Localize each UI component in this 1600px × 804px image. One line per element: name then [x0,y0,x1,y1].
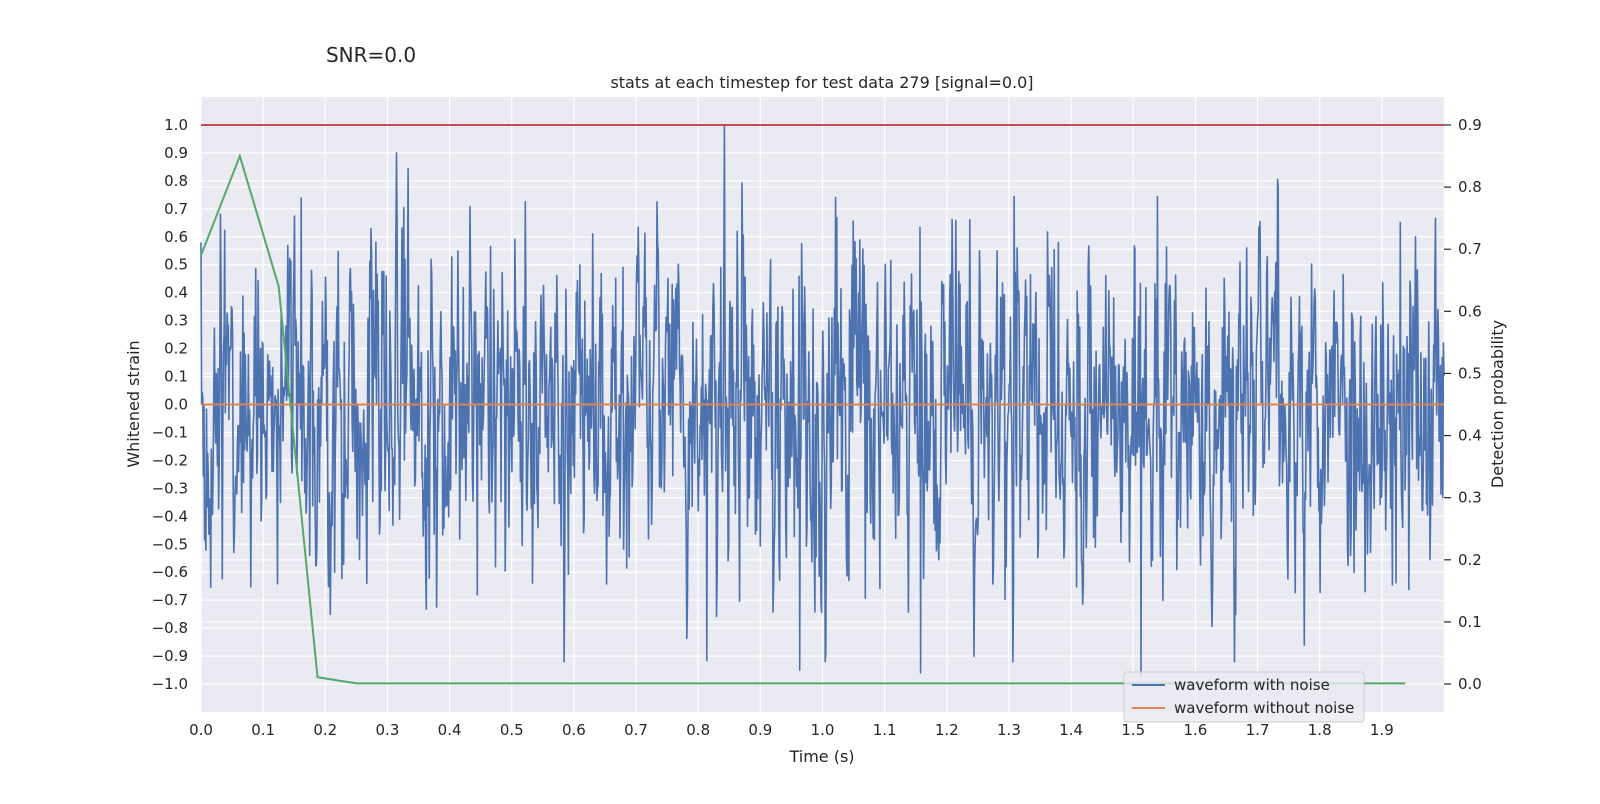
x-axis-label: Time (s) [788,747,854,766]
y-tick-label: 0.0 [164,396,188,414]
y-tick-label: 0.5 [164,256,188,274]
x-tick-label: 1.7 [1246,721,1270,739]
y-tick-label: −0.4 [152,507,188,525]
chart-title: stats at each timestep for test data 279… [610,73,1033,92]
y-tick-label: −0.1 [152,423,188,441]
series-waveform-with-noise [200,124,1445,677]
y-tick-label: −0.7 [152,591,188,609]
y-tick-label: −0.3 [152,479,188,497]
y-tick-label: −0.5 [152,535,188,553]
y-tick-label: −0.2 [152,451,188,469]
x-tick-label: 0.8 [686,721,710,739]
x-tick-label: 1.6 [1183,721,1207,739]
line-layer [200,123,1444,685]
y-tick-label: 0.9 [164,144,188,162]
series-detection-probability [200,152,1406,685]
y-tick-label: 0.1 [164,368,188,386]
x-tick-label: 0.2 [313,721,337,739]
y2-tick-label: 0.1 [1458,613,1482,631]
y2-axis-label: Detection probability [1488,320,1507,488]
x-tick-label: 1.9 [1370,721,1394,739]
y2-tick-label: 0.8 [1458,178,1482,196]
x-tick-label: 0.4 [438,721,462,739]
x-tick-label: 1.2 [935,721,959,739]
y2-tick-label: 0.5 [1458,364,1482,382]
y2-tick-label: 0.2 [1458,551,1482,569]
y-tick-label: −0.6 [152,563,188,581]
y-tick-label: −0.9 [152,647,188,665]
x-tick-label: 0.3 [376,721,400,739]
x-tick-label: 0.6 [562,721,586,739]
x-tick-label: 0.0 [189,721,213,739]
x-tick-label: 1.3 [997,721,1021,739]
y-tick-label: 1.0 [164,116,188,134]
y-tick-label: −0.8 [152,619,188,637]
legend: waveform with noise waveform without noi… [1123,671,1365,723]
y-tick-label: 0.7 [164,200,188,218]
x-tick-label: 1.4 [1059,721,1083,739]
y-axis-label: Whitened strain [124,340,143,467]
y-tick-label: 0.6 [164,228,188,246]
y2-tick-label: 0.9 [1458,116,1482,134]
axis-layer: 0.0 0.1 0.2 0.3 0.4 0.5 0.6 0.7 0.8 0.9 1.0 1.1 1.2 1… [152,116,1482,739]
legend-box [1123,671,1365,723]
x-tick-label: 0.5 [500,721,524,739]
y-tick-label: 0.3 [164,312,188,330]
y2-tick-label: 0.0 [1458,675,1482,693]
y-tick-label: 0.8 [164,172,188,190]
y2-tick-label: 0.3 [1458,489,1482,507]
y-tick-label: −1.0 [152,675,188,693]
y2-tick-label: 0.6 [1458,302,1482,320]
y2-tick-label: 0.4 [1458,427,1482,445]
suptitle: SNR=0.0 [326,43,416,67]
x-tick-label: 1.0 [811,721,835,739]
y-tick-label: 0.4 [164,284,188,302]
x-tick-label: 1.8 [1308,721,1332,739]
x-tick-label: 0.1 [251,721,275,739]
x-tick-label: 0.9 [748,721,772,739]
noise-layer [200,124,1445,677]
legend-clean-label: waveform without noise [1174,699,1354,717]
x-tick-label: 0.7 [624,721,648,739]
legend-noise-label: waveform with noise [1174,676,1330,694]
y2-tick-label: 0.7 [1458,240,1482,258]
x-tick-label: 1.1 [873,721,897,739]
x-tick-label: 1.5 [1121,721,1145,739]
y-tick-label: 0.2 [164,340,188,358]
